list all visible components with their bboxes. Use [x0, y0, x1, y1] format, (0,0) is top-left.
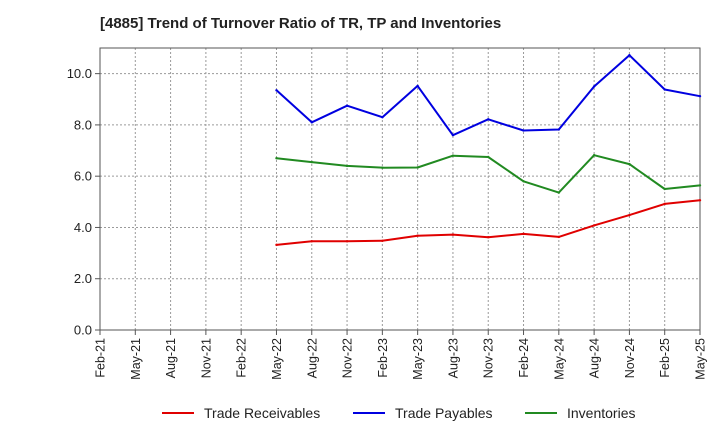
- data-point-inventories: [487, 155, 490, 159]
- x-tick-label: Aug-21: [164, 338, 178, 378]
- data-point-trade-receivables: [275, 243, 278, 247]
- data-point-trade-receivables: [557, 235, 561, 239]
- x-tick-label: Feb-23: [376, 338, 390, 378]
- series-line-trade-payables: [275, 54, 701, 137]
- data-point-inventories: [557, 191, 561, 194]
- chart-title: [4885] Trend of Turnover Ratio of TR, TP…: [100, 15, 502, 32]
- data-point-inventories: [522, 180, 525, 183]
- data-point-trade-receivables: [381, 239, 384, 242]
- x-tick-label: May-23: [411, 338, 425, 380]
- data-point-inventories: [628, 162, 631, 166]
- legend-swatch-trade-receivables: [162, 412, 194, 414]
- x-tick-label: Nov-23: [482, 338, 496, 378]
- legend: Trade Receivables Trade Payables Invento…: [0, 405, 720, 425]
- data-point-trade-receivables: [345, 240, 349, 243]
- x-tick-label: Aug-22: [305, 338, 319, 378]
- data-point-trade-receivables: [487, 235, 490, 239]
- data-point-trade-receivables: [698, 199, 702, 202]
- x-tick-label: Nov-24: [623, 338, 637, 378]
- data-point-trade-payables: [628, 53, 631, 57]
- data-point-trade-payables: [663, 88, 666, 91]
- data-point-trade-payables: [310, 121, 313, 124]
- legend-item-inventories: Inventories: [525, 405, 635, 421]
- data-point-trade-receivables: [592, 224, 596, 227]
- data-point-trade-payables: [487, 118, 490, 121]
- x-tick-label: Feb-25: [658, 338, 672, 378]
- x-tick-label: Nov-21: [199, 338, 213, 378]
- x-tick-label: Feb-22: [235, 338, 249, 378]
- data-point-trade-payables: [592, 85, 596, 88]
- x-tick-label: May-24: [552, 338, 566, 380]
- data-point-inventories: [310, 160, 313, 164]
- x-tick-label: Feb-21: [94, 338, 108, 378]
- data-point-trade-payables: [345, 104, 349, 107]
- data-point-inventories: [592, 153, 596, 157]
- legend-label-trade-receivables: Trade Receivables: [204, 405, 321, 421]
- data-point-trade-payables: [451, 133, 455, 137]
- x-tick-label: May-22: [270, 338, 284, 380]
- data-point-inventories: [275, 157, 278, 160]
- x-tick-label: Feb-24: [517, 338, 531, 378]
- x-tick-label: Aug-23: [446, 338, 460, 378]
- data-point-inventories: [451, 154, 455, 157]
- data-point-trade-receivables: [628, 213, 631, 217]
- legend-item-trade-payables: Trade Payables: [353, 405, 493, 421]
- data-point-trade-receivables: [522, 232, 525, 236]
- legend-swatch-trade-payables: [353, 412, 385, 414]
- data-point-trade-receivables: [663, 202, 666, 206]
- data-point-inventories: [663, 187, 666, 191]
- y-tick-label: 4.0: [74, 220, 92, 235]
- data-point-trade-payables: [381, 116, 384, 119]
- x-tick-label: Aug-24: [588, 338, 602, 378]
- x-tick-label: May-25: [694, 338, 708, 380]
- data-point-inventories: [698, 184, 702, 187]
- y-tick-label: 2.0: [74, 271, 92, 286]
- data-point-trade-receivables: [310, 240, 313, 243]
- y-tick-label: 10.0: [67, 66, 92, 81]
- data-point-trade-payables: [698, 94, 702, 98]
- legend-swatch-inventories: [525, 412, 557, 414]
- data-point-inventories: [381, 166, 384, 169]
- x-tick-label: Nov-22: [341, 338, 355, 378]
- data-point-inventories: [345, 164, 349, 168]
- data-point-trade-payables: [275, 89, 278, 92]
- legend-label-inventories: Inventories: [567, 405, 636, 421]
- data-point-trade-receivables: [451, 233, 455, 236]
- y-tick-label: 8.0: [74, 117, 92, 132]
- plot-area-frame: [99, 47, 701, 331]
- data-point-trade-payables: [557, 128, 561, 131]
- x-tick-label: May-21: [129, 338, 143, 380]
- legend-item-trade-receivables: Trade Receivables: [162, 405, 320, 421]
- y-tick-label: 6.0: [74, 169, 92, 184]
- data-point-trade-payables: [416, 84, 419, 88]
- legend-label-trade-payables: Trade Payables: [395, 405, 493, 421]
- data-point-trade-receivables: [416, 234, 419, 237]
- data-point-trade-payables: [522, 129, 525, 132]
- y-tick-label: 0.0: [74, 323, 92, 338]
- data-point-inventories: [416, 166, 419, 169]
